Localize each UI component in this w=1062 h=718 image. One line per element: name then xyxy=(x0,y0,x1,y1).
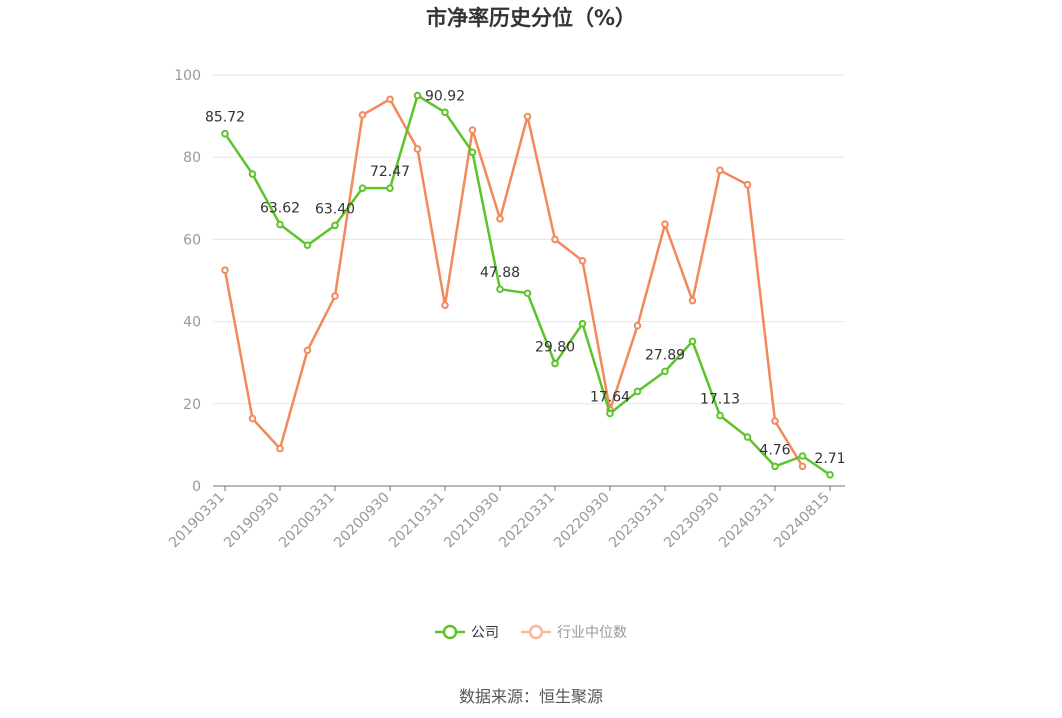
data-label: 90.92 xyxy=(425,88,465,104)
x-tick-label: 20240815 xyxy=(771,490,833,552)
data-source: 数据来源：恒生聚源 xyxy=(458,687,603,706)
x-tick-label: 20220331 xyxy=(496,490,558,552)
y-tick-label: 80 xyxy=(183,150,201,166)
data-point-industry xyxy=(303,346,312,355)
data-point-industry xyxy=(413,145,422,153)
data-point-industry xyxy=(276,444,284,453)
data-point-industry xyxy=(358,111,367,119)
data-label: 72.47 xyxy=(370,164,410,180)
line-chart: 0 20 40 60 80 100 2019033120190930202003312020… xyxy=(166,68,845,552)
data-label: 85.72 xyxy=(205,110,245,126)
data-point-company xyxy=(771,462,779,471)
data-point-company xyxy=(276,220,284,229)
data-point-industry xyxy=(771,417,779,425)
x-tick-label: 20190930 xyxy=(221,490,283,552)
data-label: 4.76 xyxy=(759,442,790,458)
data-point-industry xyxy=(716,166,724,175)
data-label: 63.62 xyxy=(260,201,300,217)
y-tick-label: 100 xyxy=(174,68,201,84)
data-point-company xyxy=(743,433,752,441)
x-tick-label: 20230930 xyxy=(661,490,723,552)
data-point-company xyxy=(331,221,339,230)
data-point-company xyxy=(578,319,587,328)
data-point-company xyxy=(413,91,422,100)
series-line-company xyxy=(223,94,831,476)
data-point-industry xyxy=(633,321,642,330)
x-tick-label: 20200331 xyxy=(276,490,338,552)
data-label: 27.89 xyxy=(645,347,685,363)
data-point-company xyxy=(633,387,642,396)
data-label: 63.40 xyxy=(315,201,355,217)
data-point-company xyxy=(688,337,697,346)
data-point-company xyxy=(661,367,669,376)
data-point-company xyxy=(358,184,367,192)
y-tick-label: 40 xyxy=(183,315,201,331)
legend-company-label: 公司 xyxy=(471,625,499,641)
data-point-industry xyxy=(688,296,697,305)
data-point-industry xyxy=(248,414,257,423)
x-tick-label: 20210930 xyxy=(441,490,503,552)
data-point-company xyxy=(441,108,449,117)
legend-industry-icon xyxy=(521,624,551,640)
data-point-industry xyxy=(661,220,669,228)
legend-item-company[interactable]: 公司 xyxy=(435,622,499,642)
data-point-company xyxy=(221,129,229,138)
x-tick-label: 20190331 xyxy=(166,490,228,552)
x-tick-label: 20240331 xyxy=(716,490,778,552)
data-point-company xyxy=(496,285,504,294)
data-label: 29.80 xyxy=(535,340,575,356)
data-point-industry xyxy=(496,215,504,223)
data-point-industry xyxy=(221,266,229,275)
y-tick-label: 20 xyxy=(183,397,201,413)
data-point-company xyxy=(798,452,807,460)
data-point-industry xyxy=(743,180,752,189)
legend-item-industry[interactable]: 行业中位数 xyxy=(521,622,627,642)
data-point-company xyxy=(826,471,834,479)
x-tick-label: 20230331 xyxy=(606,490,668,552)
data-point-company xyxy=(606,409,614,418)
data-label: 47.88 xyxy=(480,265,520,281)
x-tick-label: 20210331 xyxy=(386,490,448,552)
chart-title: 市净率历史分位（%） xyxy=(425,6,637,30)
legend: 公司 行业中位数 xyxy=(0,622,1062,642)
data-point-industry xyxy=(798,462,807,471)
data-point-company xyxy=(716,411,724,420)
data-point-industry xyxy=(386,95,394,104)
data-point-company xyxy=(303,241,312,249)
data-point-industry xyxy=(551,235,559,244)
y-tick-label: 60 xyxy=(183,232,201,248)
x-tick-label: 20200930 xyxy=(331,490,393,552)
series-line-industry xyxy=(223,97,804,467)
y-tick-label: 0 xyxy=(192,479,201,495)
legend-industry-label: 行业中位数 xyxy=(557,625,627,641)
data-label: 17.64 xyxy=(590,389,630,405)
data-point-company xyxy=(523,289,532,298)
data-label: 2.71 xyxy=(814,451,845,467)
data-point-industry xyxy=(523,112,532,121)
x-tick-label: 20220930 xyxy=(551,490,613,552)
data-label: 17.13 xyxy=(700,392,740,408)
data-point-company xyxy=(551,359,559,368)
legend-company-icon xyxy=(435,624,465,640)
data-point-industry xyxy=(331,292,339,300)
data-point-company xyxy=(386,184,394,192)
data-point-company xyxy=(248,170,257,178)
data-point-industry xyxy=(441,301,449,309)
data-point-company xyxy=(468,148,477,157)
data-point-industry xyxy=(468,126,477,134)
data-point-industry xyxy=(578,256,587,265)
